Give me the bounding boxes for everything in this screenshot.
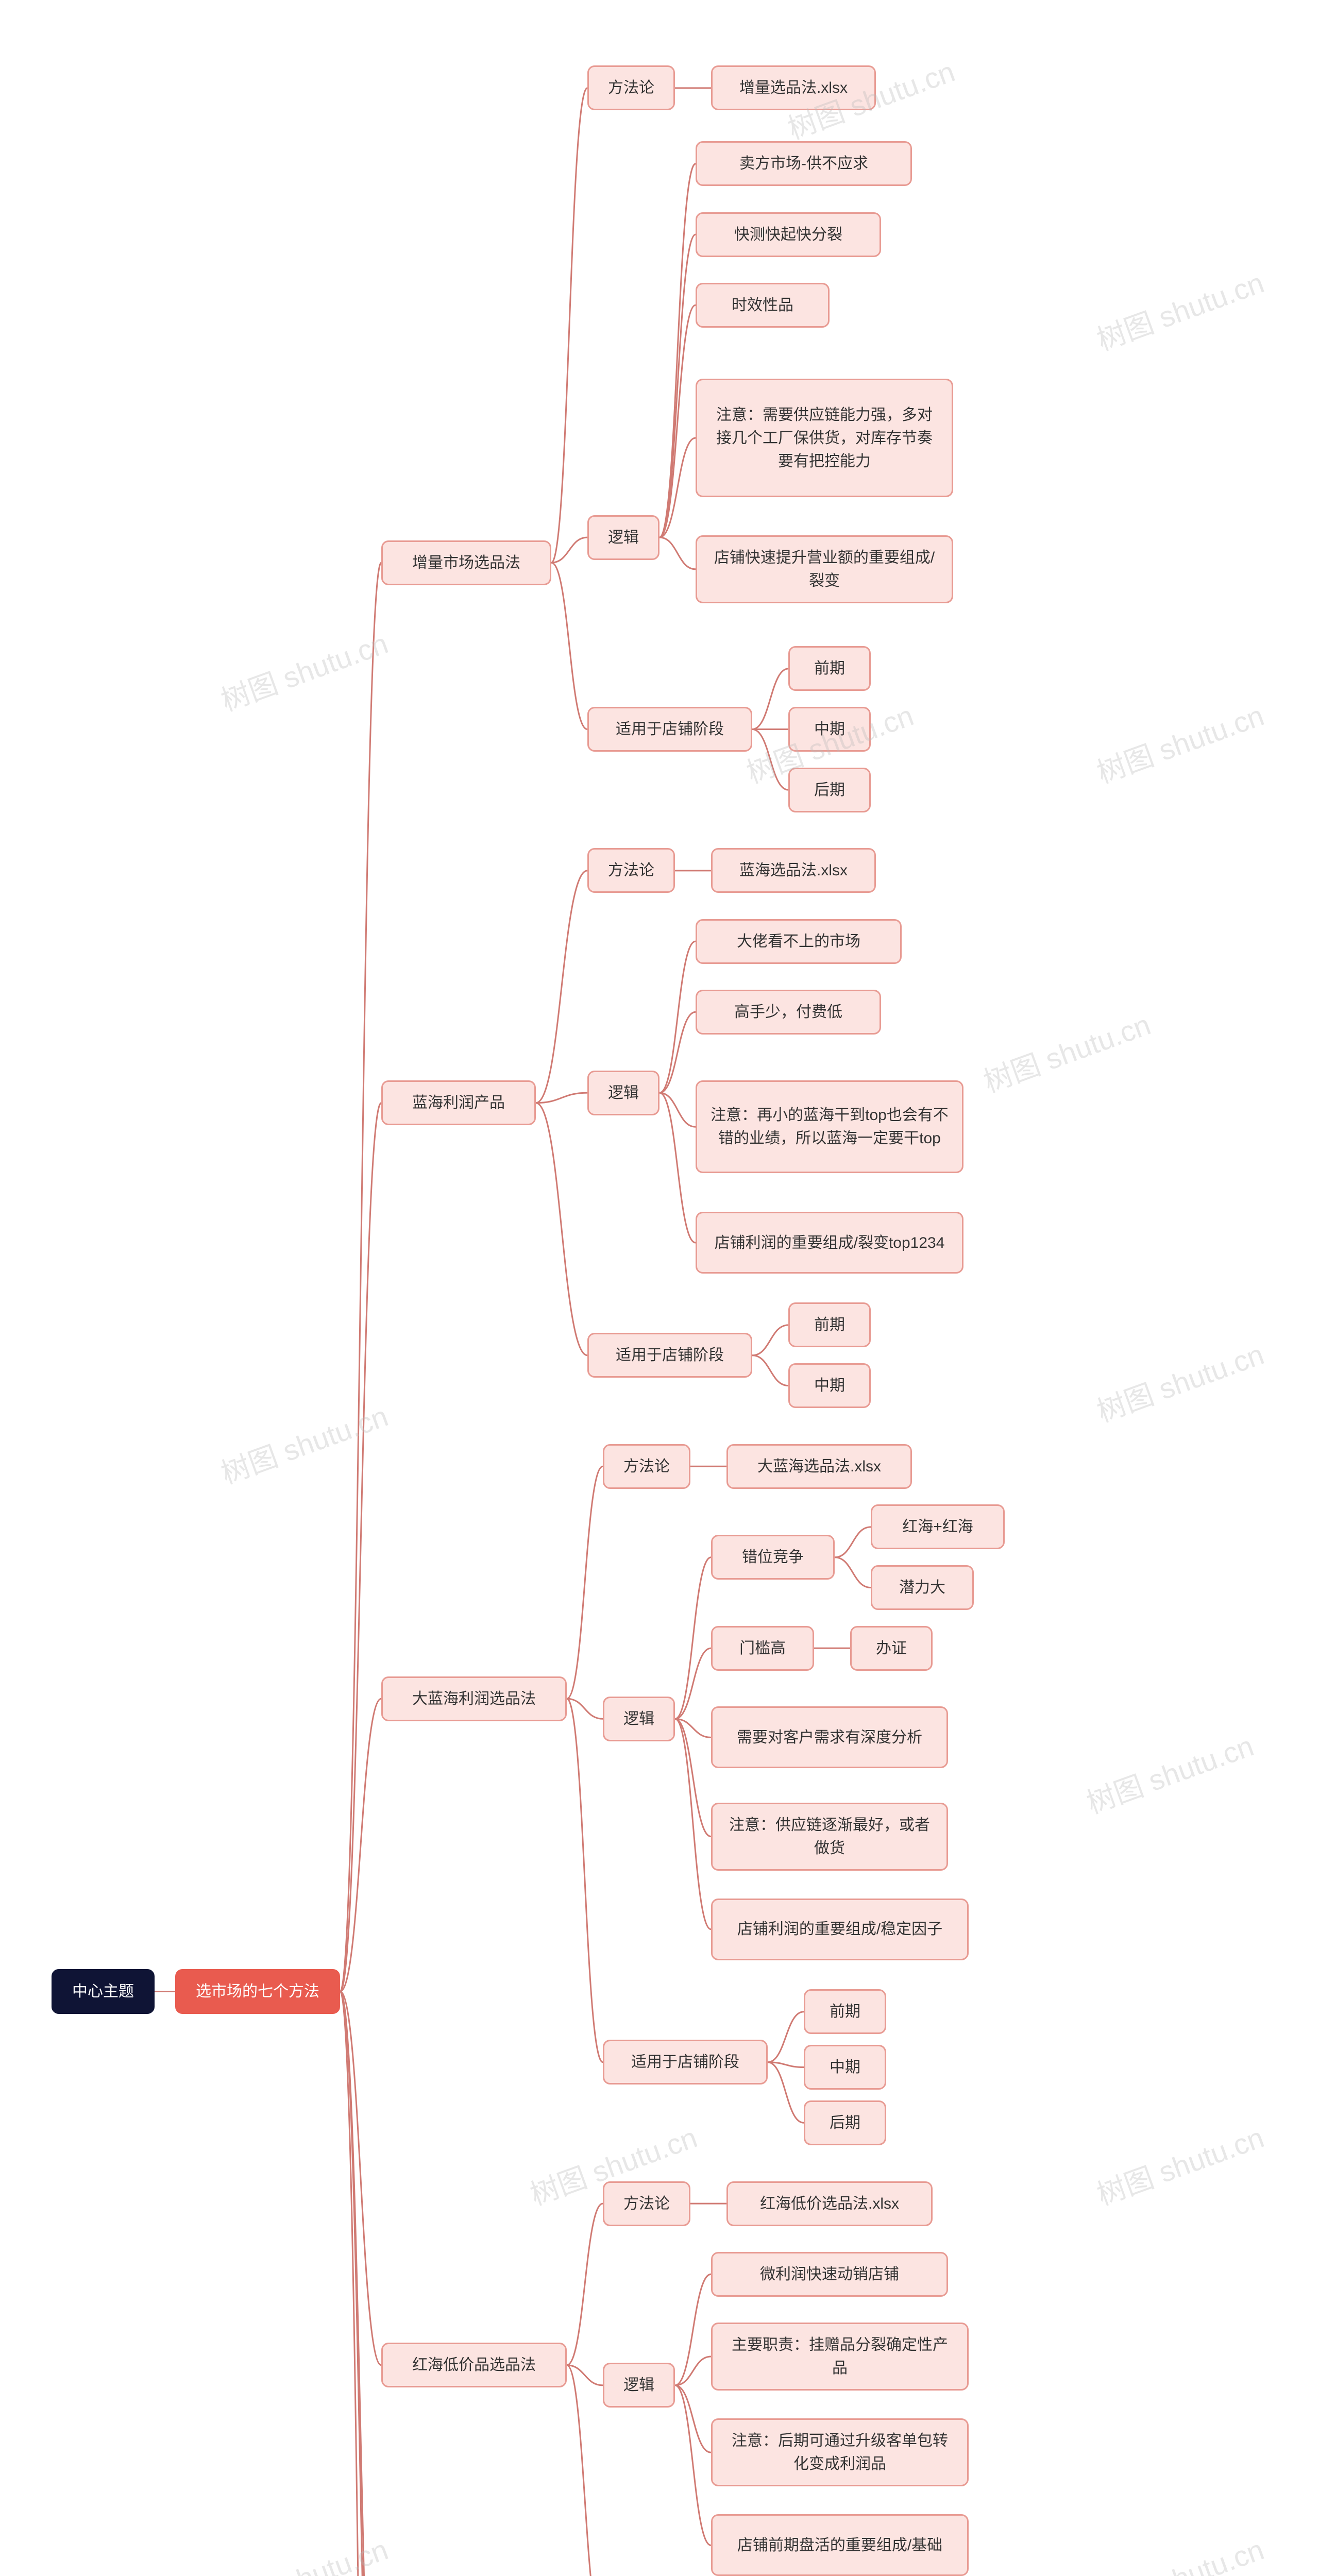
watermark: 树图 shutu.cn — [977, 1002, 1156, 1100]
mindmap-node: 门槛高 — [711, 1626, 814, 1671]
mindmap-node: 逻辑 — [603, 1697, 675, 1741]
mindmap-node: 中期 — [788, 707, 871, 752]
watermark: 树图 shutu.cn — [214, 1393, 393, 1492]
mindmap-node: 增量市场选品法 — [381, 540, 551, 585]
mindmap-node: 选市场的七个方法 — [175, 1969, 340, 2014]
mindmap-node: 蓝海选品法.xlsx — [711, 848, 876, 893]
watermark: 树图 shutu.cn — [214, 2527, 393, 2576]
mindmap-node: 主要职责：挂赠品分裂确定性产品 — [711, 2323, 969, 2391]
mindmap-node: 方法论 — [603, 1444, 690, 1489]
watermark: 树图 shutu.cn — [1090, 692, 1269, 791]
mindmap-node: 潜力大 — [871, 1565, 974, 1610]
mindmap-node: 方法论 — [587, 848, 675, 893]
mindmap-node: 逻辑 — [587, 1071, 660, 1115]
mindmap-node: 红海低价品选品法 — [381, 2343, 567, 2387]
mindmap-node: 卖方市场-供不应求 — [696, 141, 912, 186]
watermark: 树图 shutu.cn — [1090, 260, 1269, 359]
mindmap-node: 注意：需要供应链能力强，多对接几个工厂保供货，对库存节奏要有把控能力 — [696, 379, 953, 497]
mindmap-node: 中期 — [788, 1363, 871, 1408]
mindmap-node: 适用于店铺阶段 — [603, 2040, 768, 2084]
mindmap-node: 前期 — [788, 1302, 871, 1347]
mindmap-node: 方法论 — [603, 2181, 690, 2226]
mindmap-node: 店铺利润的重要组成/稳定因子 — [711, 1899, 969, 1960]
mindmap-node: 前期 — [788, 646, 871, 691]
mindmap-node: 时效性品 — [696, 283, 830, 328]
mindmap-node: 注意：供应链逐渐最好，或者做货 — [711, 1803, 948, 1871]
mindmap-node: 店铺快速提升营业额的重要组成/裂变 — [696, 535, 953, 603]
watermark: 树图 shutu.cn — [1090, 2114, 1269, 2213]
watermark: 树图 shutu.cn — [1090, 1331, 1269, 1430]
watermark: 树图 shutu.cn — [214, 620, 393, 719]
mindmap-node: 中心主题 — [52, 1969, 155, 2014]
mindmap-node: 适用于店铺阶段 — [587, 707, 752, 752]
mindmap-node: 蓝海利润产品 — [381, 1080, 536, 1125]
mindmap-node: 大蓝海选品法.xlsx — [726, 1444, 912, 1489]
mindmap-node: 微利润快速动销店铺 — [711, 2252, 948, 2297]
watermark: 树图 shutu.cn — [1080, 1723, 1259, 1822]
mindmap-node: 高手少，付费低 — [696, 990, 881, 1035]
mindmap-node: 大蓝海利润选品法 — [381, 1676, 567, 1721]
mindmap-node: 逻辑 — [587, 515, 660, 560]
mindmap-node: 中期 — [804, 2045, 886, 2090]
mindmap-node: 快测快起快分裂 — [696, 212, 881, 257]
mindmap-node: 店铺前期盘活的重要组成/基础 — [711, 2514, 969, 2576]
mindmap-node: 红海低价选品法.xlsx — [726, 2181, 933, 2226]
mindmap-node: 注意：后期可通过升级客单包转化变成利润品 — [711, 2418, 969, 2486]
mindmap-node: 增量选品法.xlsx — [711, 65, 876, 110]
mindmap-node: 前期 — [804, 1989, 886, 2034]
mindmap-node: 红海+红海 — [871, 1504, 1005, 1549]
mindmap-node: 注意：再小的蓝海干到top也会有不错的业绩，所以蓝海一定要干top — [696, 1080, 963, 1173]
mindmap-node: 后期 — [788, 768, 871, 812]
mindmap-node: 大佬看不上的市场 — [696, 919, 902, 964]
mindmap-node: 方法论 — [587, 65, 675, 110]
mindmap-node: 适用于店铺阶段 — [587, 1333, 752, 1378]
mindmap-node: 店铺利润的重要组成/裂变top1234 — [696, 1212, 963, 1274]
watermark: 树图 shutu.cn — [1090, 2527, 1269, 2576]
mindmap-node: 后期 — [804, 2100, 886, 2145]
mindmap-node: 需要对客户需求有深度分析 — [711, 1706, 948, 1768]
mindmap-node: 办证 — [850, 1626, 933, 1671]
mindmap-node: 错位竞争 — [711, 1535, 835, 1580]
mindmap-node: 逻辑 — [603, 2363, 675, 2408]
